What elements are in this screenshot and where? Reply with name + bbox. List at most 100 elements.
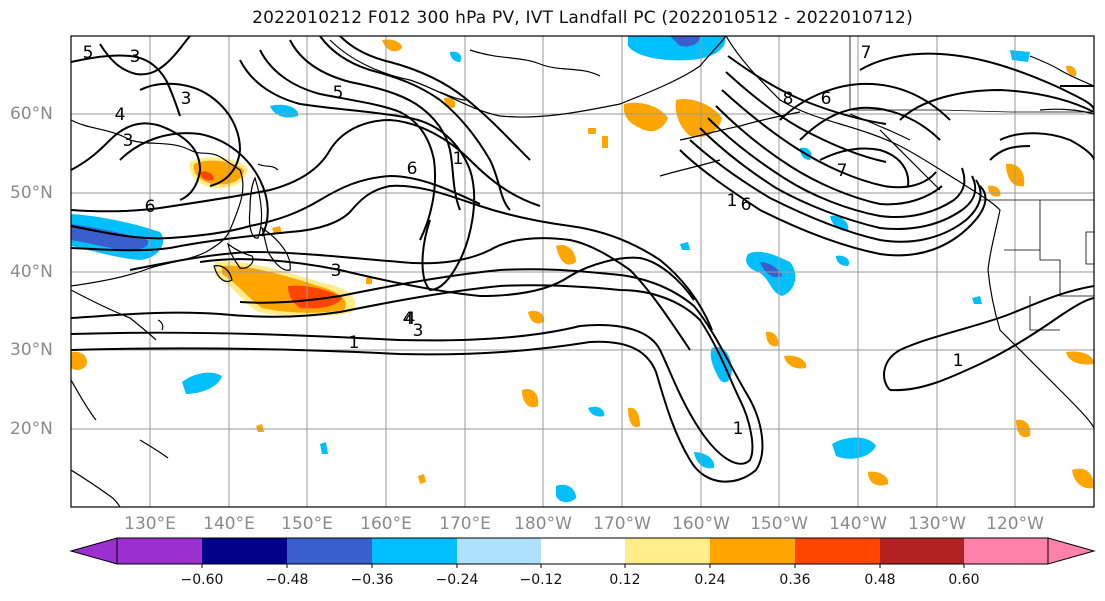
colorbar-tick-label: −0.36 xyxy=(350,572,394,588)
contour-label: 1 xyxy=(953,351,964,371)
anomaly-blob-positive xyxy=(988,185,1001,197)
lon-label: 130°W xyxy=(908,514,966,534)
anomaly-blob-negative xyxy=(836,255,850,266)
colorbar-segment xyxy=(117,538,202,564)
lon-label: 170°W xyxy=(593,514,651,534)
anomaly-blob-positive xyxy=(200,171,214,181)
contour-label: 6 xyxy=(145,197,156,217)
map-frame xyxy=(70,35,1095,508)
contour-label: 6 xyxy=(407,159,418,179)
anomaly-blob-negative xyxy=(450,51,462,62)
anomaly-blob-positive xyxy=(528,310,545,324)
anomaly-blob-negative xyxy=(556,484,576,503)
anomaly-blob-positive xyxy=(766,331,779,347)
contour-label: 6 xyxy=(741,195,752,215)
anomaly-blob-positive xyxy=(868,471,889,486)
contour-label: 4 xyxy=(405,309,416,329)
colorbar-extend-low xyxy=(69,537,118,565)
anomaly-blob-positive xyxy=(288,285,342,309)
anomaly-blob-positive xyxy=(556,244,576,265)
colorbar-tick-label: 0.12 xyxy=(609,572,641,588)
lat-label: 40°N xyxy=(10,262,53,282)
anomaly-blob-positive xyxy=(382,39,402,52)
anomaly-blob-negative xyxy=(182,372,222,394)
lat-label: 30°N xyxy=(10,340,53,360)
lon-label: 120°W xyxy=(986,514,1044,534)
anomaly-blob-negative xyxy=(670,36,700,47)
lon-label: 170°E xyxy=(439,514,491,534)
anomaly-blob-negative xyxy=(830,215,849,231)
lat-label: 20°N xyxy=(10,419,53,439)
colorbar-tick-label: 0.60 xyxy=(948,572,980,588)
colorbar-tick-label: 0.24 xyxy=(694,572,726,588)
contour-label: 4 xyxy=(403,309,414,329)
map-title: 2022010212 F012 300 hPa PV, IVT Landfall… xyxy=(252,8,913,28)
anomaly-blob-negative xyxy=(588,406,605,417)
lon-label: 180°W xyxy=(514,514,572,534)
anomaly-blob-positive xyxy=(418,474,426,484)
contour-label: 1 xyxy=(727,191,738,211)
contour-label: 1 xyxy=(349,333,360,353)
anomaly-blob-positive xyxy=(522,388,539,408)
lon-label: 130°E xyxy=(124,514,176,534)
anomaly-blob-positive xyxy=(602,136,608,148)
contour-label: 3 xyxy=(181,89,192,109)
colorbar-segment xyxy=(795,538,880,564)
lon-label: 140°E xyxy=(203,514,255,534)
contour-label: 1 xyxy=(453,149,464,169)
colorbar-segment xyxy=(625,538,710,564)
anomaly-blob-positive xyxy=(444,97,456,108)
colorbar-tick-label: 0.48 xyxy=(864,572,896,588)
colorbar-tick-label: 0.36 xyxy=(779,572,811,588)
anomaly-blob-negative xyxy=(1010,50,1030,62)
anomaly-blob-positive xyxy=(256,424,264,432)
contour-label: 5 xyxy=(333,83,344,103)
colorbar-extend-high xyxy=(1047,537,1096,565)
borders xyxy=(849,36,1094,331)
colorbar-tick-label: −0.12 xyxy=(519,572,563,588)
lon-label: 160°E xyxy=(360,514,412,534)
anomaly-blob-positive xyxy=(1066,65,1077,76)
anomaly-blob-positive xyxy=(628,407,640,428)
contour-label: 3 xyxy=(331,261,342,281)
colorbar-segment xyxy=(880,538,964,564)
colorbar-segment xyxy=(541,538,625,564)
colorbar-segment xyxy=(372,538,457,564)
contour-label: 7 xyxy=(837,161,848,181)
anomaly-blob-negative xyxy=(832,437,876,459)
lon-label: 160°W xyxy=(672,514,730,534)
contour-label: 6 xyxy=(821,89,832,109)
colorbar-segment xyxy=(202,538,287,564)
colorbar-tick-label: −0.24 xyxy=(435,572,479,588)
contour-label: 3 xyxy=(123,131,134,151)
contour-label: 1 xyxy=(733,419,744,439)
colorbar-tick-label: −0.60 xyxy=(180,572,224,588)
colorbar-segment xyxy=(964,538,1048,564)
anomaly-blob-positive xyxy=(1066,351,1094,365)
graticule xyxy=(71,36,1094,507)
anomaly-blob-positive xyxy=(1016,419,1031,438)
contour-label: 4 xyxy=(115,105,126,125)
contour-label: 8 xyxy=(783,89,794,109)
lat-label: 50°N xyxy=(10,183,53,203)
pv-contours xyxy=(71,36,1094,483)
contour-label-group: 5 3 4 3 6 5 3 6 1 3 4 1 4 3 1 7 6 8 7 1 … xyxy=(83,43,964,439)
contour-label: 3 xyxy=(413,321,424,341)
anomaly-blob-negative xyxy=(680,242,690,250)
anomaly-blob-negative xyxy=(320,442,328,454)
colorbar-tick-label: −0.48 xyxy=(265,572,309,588)
anomaly-blob-positive xyxy=(623,102,668,132)
contour-label: 5 xyxy=(83,43,94,63)
anomaly-blob-negative xyxy=(972,296,982,304)
lat-label: 60°N xyxy=(10,104,53,124)
anomaly-blob-negative xyxy=(270,104,299,118)
anomaly-blob-positive xyxy=(588,128,596,134)
anomaly-blob-negative xyxy=(760,262,782,278)
anomaly-blob-positive xyxy=(71,351,87,370)
anomaly-blob-positive xyxy=(784,355,807,369)
anomaly-blob-positive xyxy=(272,226,282,234)
colorbar-segment xyxy=(287,538,372,564)
anomaly-blob-positive xyxy=(1072,468,1094,489)
lon-label: 150°E xyxy=(281,514,333,534)
